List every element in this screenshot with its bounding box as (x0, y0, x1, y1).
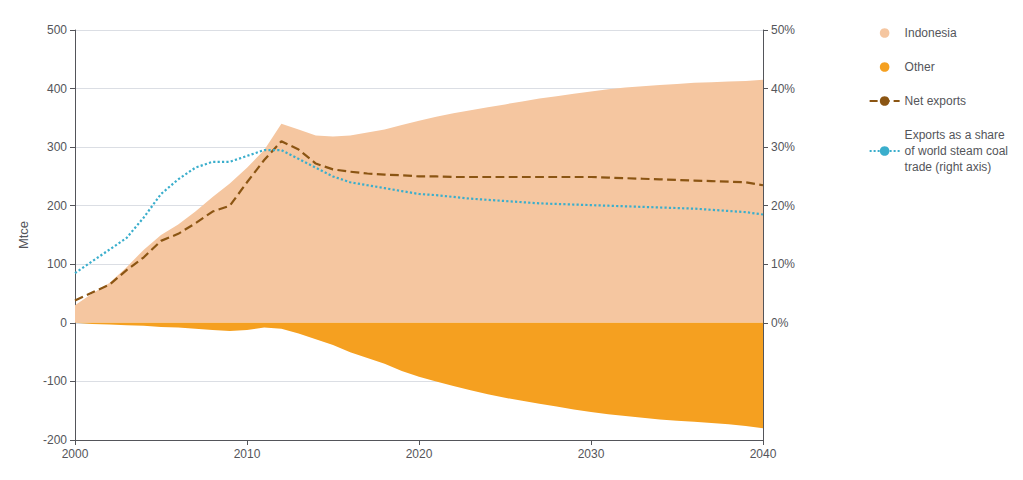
svg-text:10%: 10% (771, 257, 795, 271)
svg-text:of world steam coal: of world steam coal (905, 144, 1008, 158)
svg-text:200: 200 (47, 199, 67, 213)
svg-text:0%: 0% (771, 316, 789, 330)
svg-text:Exports as a share: Exports as a share (905, 128, 1005, 142)
svg-text:30%: 30% (771, 140, 795, 154)
svg-text:Net exports: Net exports (905, 94, 966, 108)
svg-text:2020: 2020 (406, 447, 433, 461)
svg-text:0: 0 (60, 316, 67, 330)
svg-text:300: 300 (47, 140, 67, 154)
svg-text:Other: Other (905, 60, 935, 74)
svg-text:2000: 2000 (62, 447, 89, 461)
svg-text:40%: 40% (771, 82, 795, 96)
svg-text:20%: 20% (771, 199, 795, 213)
svg-text:500: 500 (47, 23, 67, 37)
svg-text:Indonesia: Indonesia (905, 26, 957, 40)
svg-text:-200: -200 (43, 433, 67, 447)
svg-text:2040: 2040 (750, 447, 777, 461)
svg-text:2010: 2010 (234, 447, 261, 461)
svg-text:trade (right axis): trade (right axis) (905, 160, 992, 174)
svg-text:Mtce: Mtce (16, 221, 31, 249)
svg-text:100: 100 (47, 257, 67, 271)
svg-text:50%: 50% (771, 23, 795, 37)
svg-text:400: 400 (47, 82, 67, 96)
svg-text:-100: -100 (43, 374, 67, 388)
svg-text:2030: 2030 (578, 447, 605, 461)
